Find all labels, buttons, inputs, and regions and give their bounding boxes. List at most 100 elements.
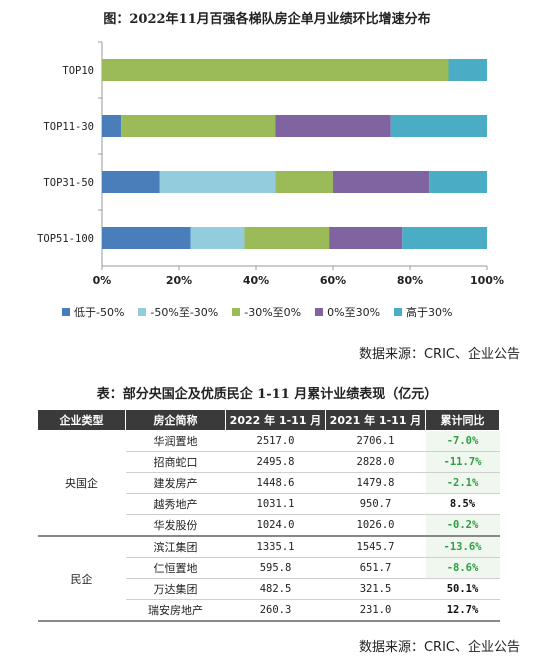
y-tick-label: TOP31-50 — [43, 177, 94, 189]
performance-table: 企业类型 房企简称 2022 年 1-11 月 2021 年 1-11 月累计同比 央… — [37, 409, 500, 622]
sales-2022-cell: 2495.8 — [225, 451, 326, 473]
table-header-cell: 2022 年 1-11 月 — [225, 409, 326, 431]
legend-label: -50%至-30% — [150, 306, 219, 319]
yoy-change-cell: 8.5% — [425, 493, 500, 515]
table-row: 越秀地产 1031.1 950.7 8.5% — [38, 493, 500, 515]
x-tick-label: 40% — [243, 274, 269, 287]
bar-segment-TOP31-50-4 — [429, 171, 487, 193]
company-type-cell: 央国企 — [37, 430, 126, 537]
bar-segment-TOP10-4 — [448, 59, 487, 81]
company-name-cell: 华润置地 — [125, 430, 226, 452]
yoy-change-cell: -13.6% — [425, 536, 500, 558]
chart-title: 图：2022年11月百强各梯队房企单月业绩环比增速分布 — [103, 12, 431, 27]
table-header-cell: 企业类型 — [37, 409, 126, 431]
table-header-cell: 房企简称 — [125, 409, 226, 431]
company-name-cell: 招商蛇口 — [125, 451, 226, 473]
y-tick-label: TOP51-100 — [37, 233, 94, 245]
sales-2021-cell: 950.7 — [325, 493, 426, 515]
bar-segment-TOP11-30-2 — [121, 115, 276, 137]
company-name-cell: 建发房产 — [125, 472, 226, 494]
sales-2021-cell: 1026.0 — [325, 514, 426, 537]
bar-segment-TOP31-50-2 — [275, 171, 333, 193]
legend-swatch — [138, 308, 147, 316]
yoy-change-cell: -0.2% — [425, 514, 500, 537]
sales-2021-cell: 321.5 — [325, 578, 426, 600]
chart-legend: 低于-50% -50%至-30% -30%至0% 0%至30% 高于30% — [62, 304, 453, 320]
table-row: 万达集团 482.5 321.5 50.1% — [38, 578, 500, 600]
chart-source: 数据来源：CRIC、企业公告 — [358, 347, 520, 362]
company-name-cell: 滨江集团 — [125, 536, 226, 558]
company-name-cell: 瑞安房地产 — [125, 599, 226, 622]
sales-2022-cell: 1448.6 — [225, 472, 326, 494]
company-name-cell: 万达集团 — [125, 578, 226, 600]
company-name-cell: 仁恒置地 — [125, 557, 226, 579]
legend-label: -30%至0% — [244, 306, 302, 319]
legend-entry: -50%至-30% — [138, 304, 218, 320]
x-tick-label: 80% — [397, 274, 423, 287]
sales-2021-cell: 1479.8 — [325, 472, 426, 494]
sales-2021-cell: 231.0 — [325, 599, 426, 622]
sales-2021-cell: 651.7 — [325, 557, 426, 579]
sales-2022-cell: 1024.0 — [225, 514, 326, 537]
bar-segment-TOP11-30-0 — [102, 115, 122, 137]
bar-segment-TOP31-50-0 — [102, 171, 160, 193]
table-header-cell: 2021 年 1-11 月 — [325, 409, 426, 431]
table-row: 招商蛇口 2495.8 2828.0 -11.7% — [38, 451, 500, 473]
stacked-bar-chart: TOP10 TOP11-30 TOP31-50 TOP51-100 0% 20% 40% 60… — [37, 41, 504, 287]
company-name-cell: 越秀地产 — [125, 493, 226, 515]
legend-swatch — [394, 308, 403, 316]
bar-segment-TOP51-100-0 — [102, 227, 191, 249]
legend-swatch — [62, 308, 70, 316]
table-row: 央国企 华润置地 2517.0 2706.1 -7.0% — [37, 430, 500, 537]
legend-label: 0%至30% — [327, 306, 381, 319]
table-row: 仁恒置地 595.8 651.7 -8.6% — [38, 557, 500, 579]
table-source: 数据来源：CRIC、企业公告 — [358, 640, 520, 655]
sales-2022-cell: 260.3 — [225, 599, 326, 622]
legend-entry: 0%至30% — [315, 304, 380, 320]
legend-entry: -30%至0% — [232, 304, 301, 320]
table-row: 民企 滨江集团 1335.1 1545.7 -13.6% — [37, 536, 500, 622]
table-row: 建发房产 1448.6 1479.8 -2.1% — [38, 472, 500, 494]
bar-segment-TOP31-50-1 — [159, 171, 276, 193]
legend-label: 高于30% — [406, 306, 453, 319]
sales-2022-cell: 482.5 — [225, 578, 326, 600]
x-tick-label: 20% — [166, 274, 192, 287]
x-tick-label: 60% — [320, 274, 346, 287]
yoy-change-cell: -7.0% — [425, 430, 500, 452]
company-type-cell: 民企 — [37, 536, 126, 622]
bar-segment-TOP11-30-3 — [275, 115, 391, 137]
table-header-row: 企业类型 房企简称 2022 年 1-11 月 2021 年 1-11 月累计同比 — [37, 409, 500, 431]
legend-swatch — [232, 308, 241, 316]
sales-2022-cell: 595.8 — [225, 557, 326, 579]
bar-segment-TOP31-50-3 — [333, 171, 430, 193]
table-row: 瑞安房地产 260.3 231.0 12.7% — [38, 599, 500, 622]
sales-2022-cell: 1335.1 — [225, 536, 326, 558]
y-tick-label: TOP10 — [62, 65, 94, 77]
yoy-change-cell: -8.6% — [425, 557, 500, 579]
company-name-cell: 华发股份 — [125, 514, 226, 537]
bar-segment-TOP10-2 — [102, 59, 449, 81]
table-row: 华发股份 1024.0 1026.0 -0.2% — [38, 514, 500, 537]
bar-segment-TOP51-100-2 — [244, 227, 330, 249]
y-tick-label: TOP11-30 — [43, 121, 94, 133]
bar-segment-TOP51-100-1 — [190, 227, 245, 249]
sales-2021-cell: 2706.1 — [325, 430, 426, 452]
legend-swatch — [315, 308, 324, 316]
sales-2021-cell: 2828.0 — [325, 451, 426, 473]
table-header-cell: 累计同比 — [425, 409, 500, 431]
legend-entry: 高于30% — [394, 304, 453, 320]
bar-segment-TOP51-100-4 — [402, 227, 487, 249]
legend-label: 低于-50% — [74, 306, 125, 319]
x-tick-label: 0% — [93, 274, 112, 287]
table-title: 表：部分央国企及优质民企 1-11 月累计业绩表现（亿元） — [96, 387, 438, 402]
yoy-change-cell: -2.1% — [425, 472, 500, 494]
sales-2022-cell: 2517.0 — [225, 430, 326, 452]
legend-entry: 低于-50% — [62, 304, 124, 320]
bar-segment-TOP11-30-4 — [390, 115, 487, 137]
sales-2021-cell: 1545.7 — [325, 536, 426, 558]
yoy-change-cell: 12.7% — [425, 599, 500, 622]
yoy-change-cell: -11.7% — [425, 451, 500, 473]
bar-segment-TOP51-100-3 — [329, 227, 403, 249]
x-tick-label: 100% — [470, 274, 504, 287]
yoy-change-cell: 50.1% — [425, 578, 500, 600]
